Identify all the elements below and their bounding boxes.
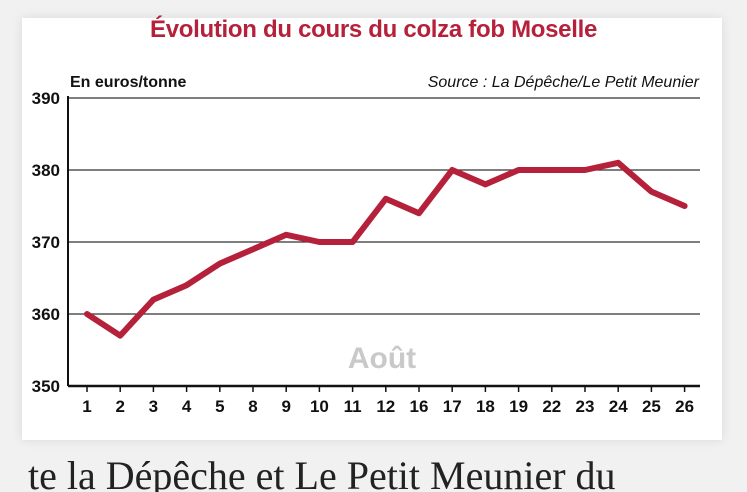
y-tick-label: 380 [32, 161, 60, 180]
y-tick-label: 350 [32, 377, 60, 396]
x-tick-label: 25 [642, 397, 661, 416]
chart-title: Évolution du cours du colza fob Moselle [150, 16, 597, 43]
x-tick-label: 19 [509, 397, 528, 416]
data-point [484, 183, 486, 185]
x-tick-label: 24 [609, 397, 628, 416]
x-tick-label: 23 [576, 397, 595, 416]
x-tick-label: 9 [281, 397, 290, 416]
data-point [152, 299, 154, 301]
x-tick-label: 22 [542, 397, 561, 416]
month-annotation: Août [348, 342, 416, 375]
data-point [352, 241, 354, 243]
y-tick-label: 370 [32, 233, 60, 252]
cropped-body-text: te la Dépêche et Le Petit Meunier du [28, 453, 616, 492]
data-point [86, 313, 88, 315]
x-tick-label: 8 [248, 397, 257, 416]
x-tick-label: 12 [376, 397, 395, 416]
chart-card [22, 18, 722, 440]
x-tick-label: 26 [675, 397, 694, 416]
x-tick-label: 17 [443, 397, 462, 416]
x-tick-label: 2 [115, 397, 124, 416]
y-axis-unit-label: En euros/tonne [70, 74, 187, 91]
data-point [219, 263, 221, 265]
y-tick-label: 360 [32, 305, 60, 324]
data-point [285, 234, 287, 236]
data-point [385, 198, 387, 200]
x-tick-label: 11 [344, 397, 362, 416]
x-tick-label: 3 [149, 397, 158, 416]
x-tick-label: 4 [182, 397, 192, 416]
x-tick-label: 16 [410, 397, 429, 416]
data-point [451, 169, 453, 171]
data-point [186, 284, 188, 286]
data-point [518, 169, 520, 171]
x-tick-label: 18 [476, 397, 495, 416]
data-point [584, 169, 586, 171]
chart-source: Source : La Dépêche/Le Petit Meunier [427, 74, 699, 91]
data-point [418, 212, 420, 214]
data-point [684, 205, 686, 207]
data-point [551, 169, 553, 171]
data-point [318, 241, 320, 243]
data-point [252, 248, 254, 250]
x-tick-label: 1 [82, 397, 91, 416]
data-point [617, 162, 619, 164]
price-series-line [84, 159, 688, 339]
y-tick-label: 390 [32, 89, 60, 108]
x-tick-label: 5 [215, 397, 224, 416]
data-point [650, 191, 652, 193]
data-point [119, 335, 121, 337]
x-tick-label: 10 [310, 397, 329, 416]
